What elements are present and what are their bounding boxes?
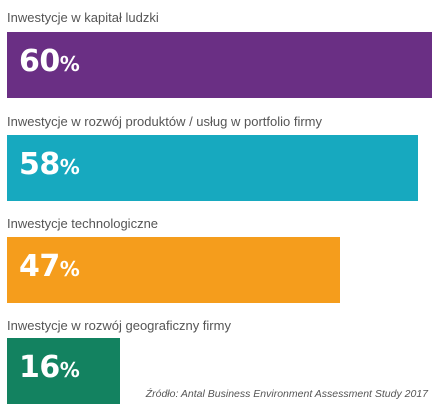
bar: 60% [7,32,432,98]
category-label: Inwestycje w rozwój produktów / usług w … [7,114,323,129]
bar-value-label: 60% [19,44,80,79]
bar: 16% [7,338,120,404]
category-label: Inwestycje technologiczne [7,216,159,231]
category-label: Inwestycje w rozwój geograficzny firmy [7,318,231,333]
bar: 58% [7,135,418,201]
bar-value-label: 47% [19,249,80,284]
bar-value-label: 16% [19,350,80,385]
bar: 47% [7,237,340,303]
category-label: Inwestycje w kapitał ludzki [7,10,159,25]
source-note: Źródło: Antal Business Environment Asses… [145,388,428,400]
bar-value-label: 58% [19,147,80,182]
